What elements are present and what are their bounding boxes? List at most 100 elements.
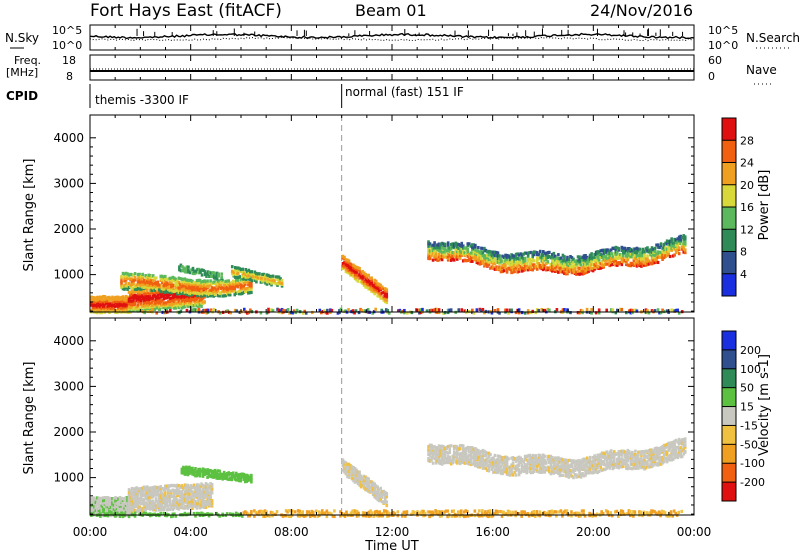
scatter-cell [573,259,577,263]
scatter-cell [210,499,214,503]
scatter-cell [133,508,137,513]
scatter-cell [353,478,357,482]
scatter-cell [520,266,524,270]
scatter-cell [540,252,544,257]
scatter-cell [572,459,575,463]
scatter-cell [206,308,210,312]
scatter-cell [629,252,633,256]
scatter-cell [664,246,667,250]
scatter-cell [609,261,613,265]
colorbar-swatch [722,229,736,252]
scatter-cell [555,458,559,462]
scatter-cell [466,258,470,263]
scatter-cell [471,251,474,255]
scatter-cell [225,287,229,292]
scatter-cell [528,266,532,271]
scatter-cell [428,255,432,259]
scatter-cell [330,308,334,313]
scatter-cell [569,268,572,272]
scatter-cell [434,451,438,455]
scatter-cell [106,299,110,303]
scatter-cell [277,275,281,279]
scatter-cell [437,254,441,259]
scatter-cell [168,484,172,488]
scatter-cell [548,457,551,462]
scatter-cell [646,254,649,258]
scatter-cell [373,482,376,486]
scatter-cell [206,471,209,475]
scatter-cell [329,308,332,312]
scatter-cell [567,470,571,474]
scatter-cell [637,247,640,251]
scatter-cell [215,284,218,288]
scatter-cell [97,301,101,305]
scatter-cell [183,284,187,288]
scatter-cell [442,447,445,451]
scatter-cell [105,510,108,514]
scatter-cell [121,271,125,276]
scatter-cell [100,308,104,312]
scatter-cell [609,308,613,312]
scatter-cell [486,259,489,263]
scatter-cell [545,268,548,272]
scatter-cell [222,476,226,480]
scatter-cell [203,281,206,285]
scatter-cell [112,497,116,501]
scatter-cell [557,463,560,467]
scatter-cell [250,281,253,285]
scatter-cell [139,493,143,497]
scatter-cell [126,298,129,302]
scatter-cell [280,307,284,312]
scatter-cell [540,463,544,467]
scatter-cell [570,270,574,275]
scatter-cell [255,271,258,276]
scatter-cell [373,280,376,285]
scatter-cell [165,289,169,293]
scatter-cell [108,504,111,508]
scatter-cell [549,264,553,268]
scatter-cell [563,308,566,312]
scatter-cell [135,500,138,504]
scatter-cell [499,468,503,472]
scatter-cell [370,284,373,288]
scatter-cell [436,248,439,252]
scatter-cell [210,487,214,491]
nave-tick-bottom: 0 [708,70,715,83]
scatter-cell [364,282,367,286]
scatter-cell [141,272,144,276]
scatter-cell [513,260,516,264]
scatter-cell [224,279,227,283]
scatter-cell [555,308,559,312]
scatter-cell [572,268,575,272]
scatter-cell [472,456,476,460]
scatter-cell [179,304,182,308]
scatter-cell [228,476,232,480]
scatter-cell [197,486,200,490]
scatter-cell [362,484,366,488]
scatter-cell [159,501,163,505]
scatter-cell [239,268,243,272]
scatter-cell [157,290,161,294]
scatter-cell [625,253,628,257]
scatter-cell [495,267,498,271]
scatter-cell [201,472,205,476]
scatter-cell [507,457,510,461]
scatter-cell [545,460,548,464]
scatter-cell [643,250,646,254]
scatter-cell [382,287,386,291]
scatter-cell [640,261,643,265]
scatter-cell [207,468,211,473]
scatter-cell [186,506,190,510]
scatter-cell [526,311,530,315]
scatter-cell [148,289,152,293]
scatter-cell [347,259,351,263]
scatter-cell [674,243,678,247]
scatter-cell [662,251,666,255]
scatter-cell [151,303,155,307]
scatter-cell [608,259,612,263]
scatter-cell [549,256,553,260]
scatter-cell [608,255,612,260]
scatter-cell [139,307,143,311]
scatter-cell [129,509,132,513]
